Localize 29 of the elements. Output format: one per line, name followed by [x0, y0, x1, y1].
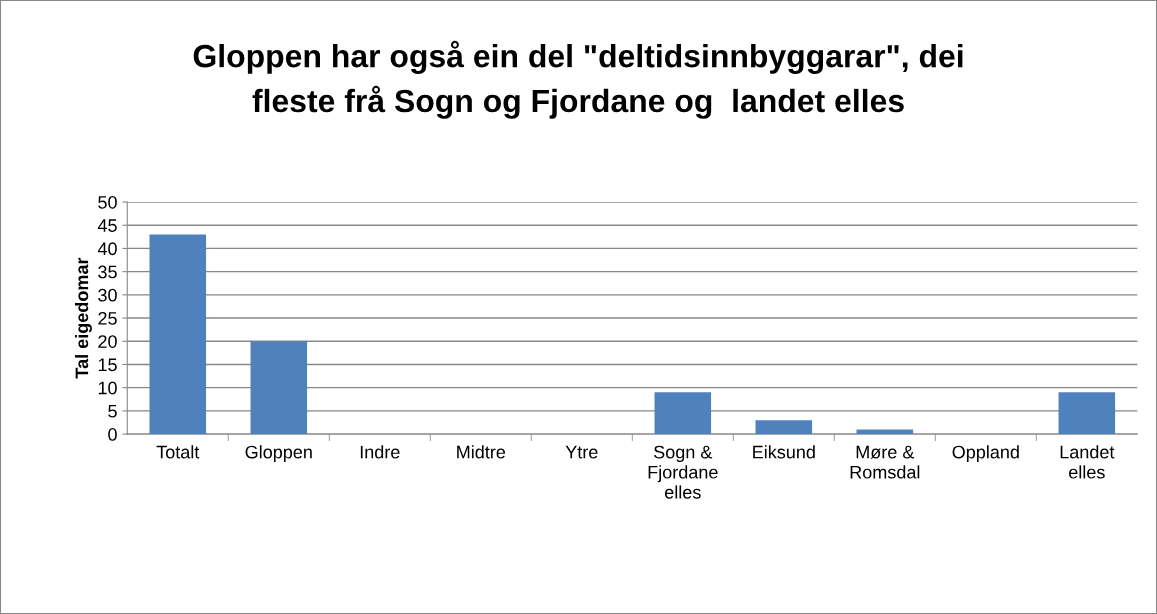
bar	[654, 392, 712, 435]
bar	[250, 341, 308, 435]
y-tick-label: 10	[98, 381, 117, 395]
x-tick-label: Eiksund	[753, 445, 815, 459]
y-tick-label: 45	[97, 219, 117, 232]
x-tick-label: Totalt	[156, 445, 200, 459]
y-tick-label: 25	[98, 311, 117, 325]
y-tick-label: 50	[98, 195, 117, 209]
x-tick-label: Sogn & Fjordane elles	[648, 445, 718, 499]
bar	[1058, 392, 1116, 435]
y-tick-label: 15	[98, 358, 117, 372]
x-tick-label: Oppland	[952, 445, 1019, 463]
x-tick-label: Indre	[360, 445, 400, 459]
y-tick-label: 30	[98, 288, 117, 302]
y-tick-label: 40	[97, 242, 117, 256]
bar	[149, 234, 207, 435]
chart-title: Gloppen har også ein del "deltidsinnbyggarar", dei fleste frå Sogn og Fjordane og landet elles	[193, 40, 963, 119]
y-tick-label: 5	[108, 405, 117, 418]
x-tick-label: Gloppen	[245, 445, 312, 463]
x-tick-label: Møre & Romsdal	[850, 445, 920, 479]
x-tick-label: Landet elles	[1060, 445, 1115, 479]
y-axis-title: Tal eigedomar	[75, 257, 92, 379]
bar	[755, 420, 813, 435]
bar	[856, 429, 914, 435]
x-tick-label: Midtre	[457, 445, 506, 459]
y-tick-label: 20	[98, 335, 117, 348]
y-tick-label: 35	[98, 265, 117, 279]
y-tick-label: 0	[108, 428, 117, 441]
x-tick-label: Ytre	[565, 445, 598, 459]
